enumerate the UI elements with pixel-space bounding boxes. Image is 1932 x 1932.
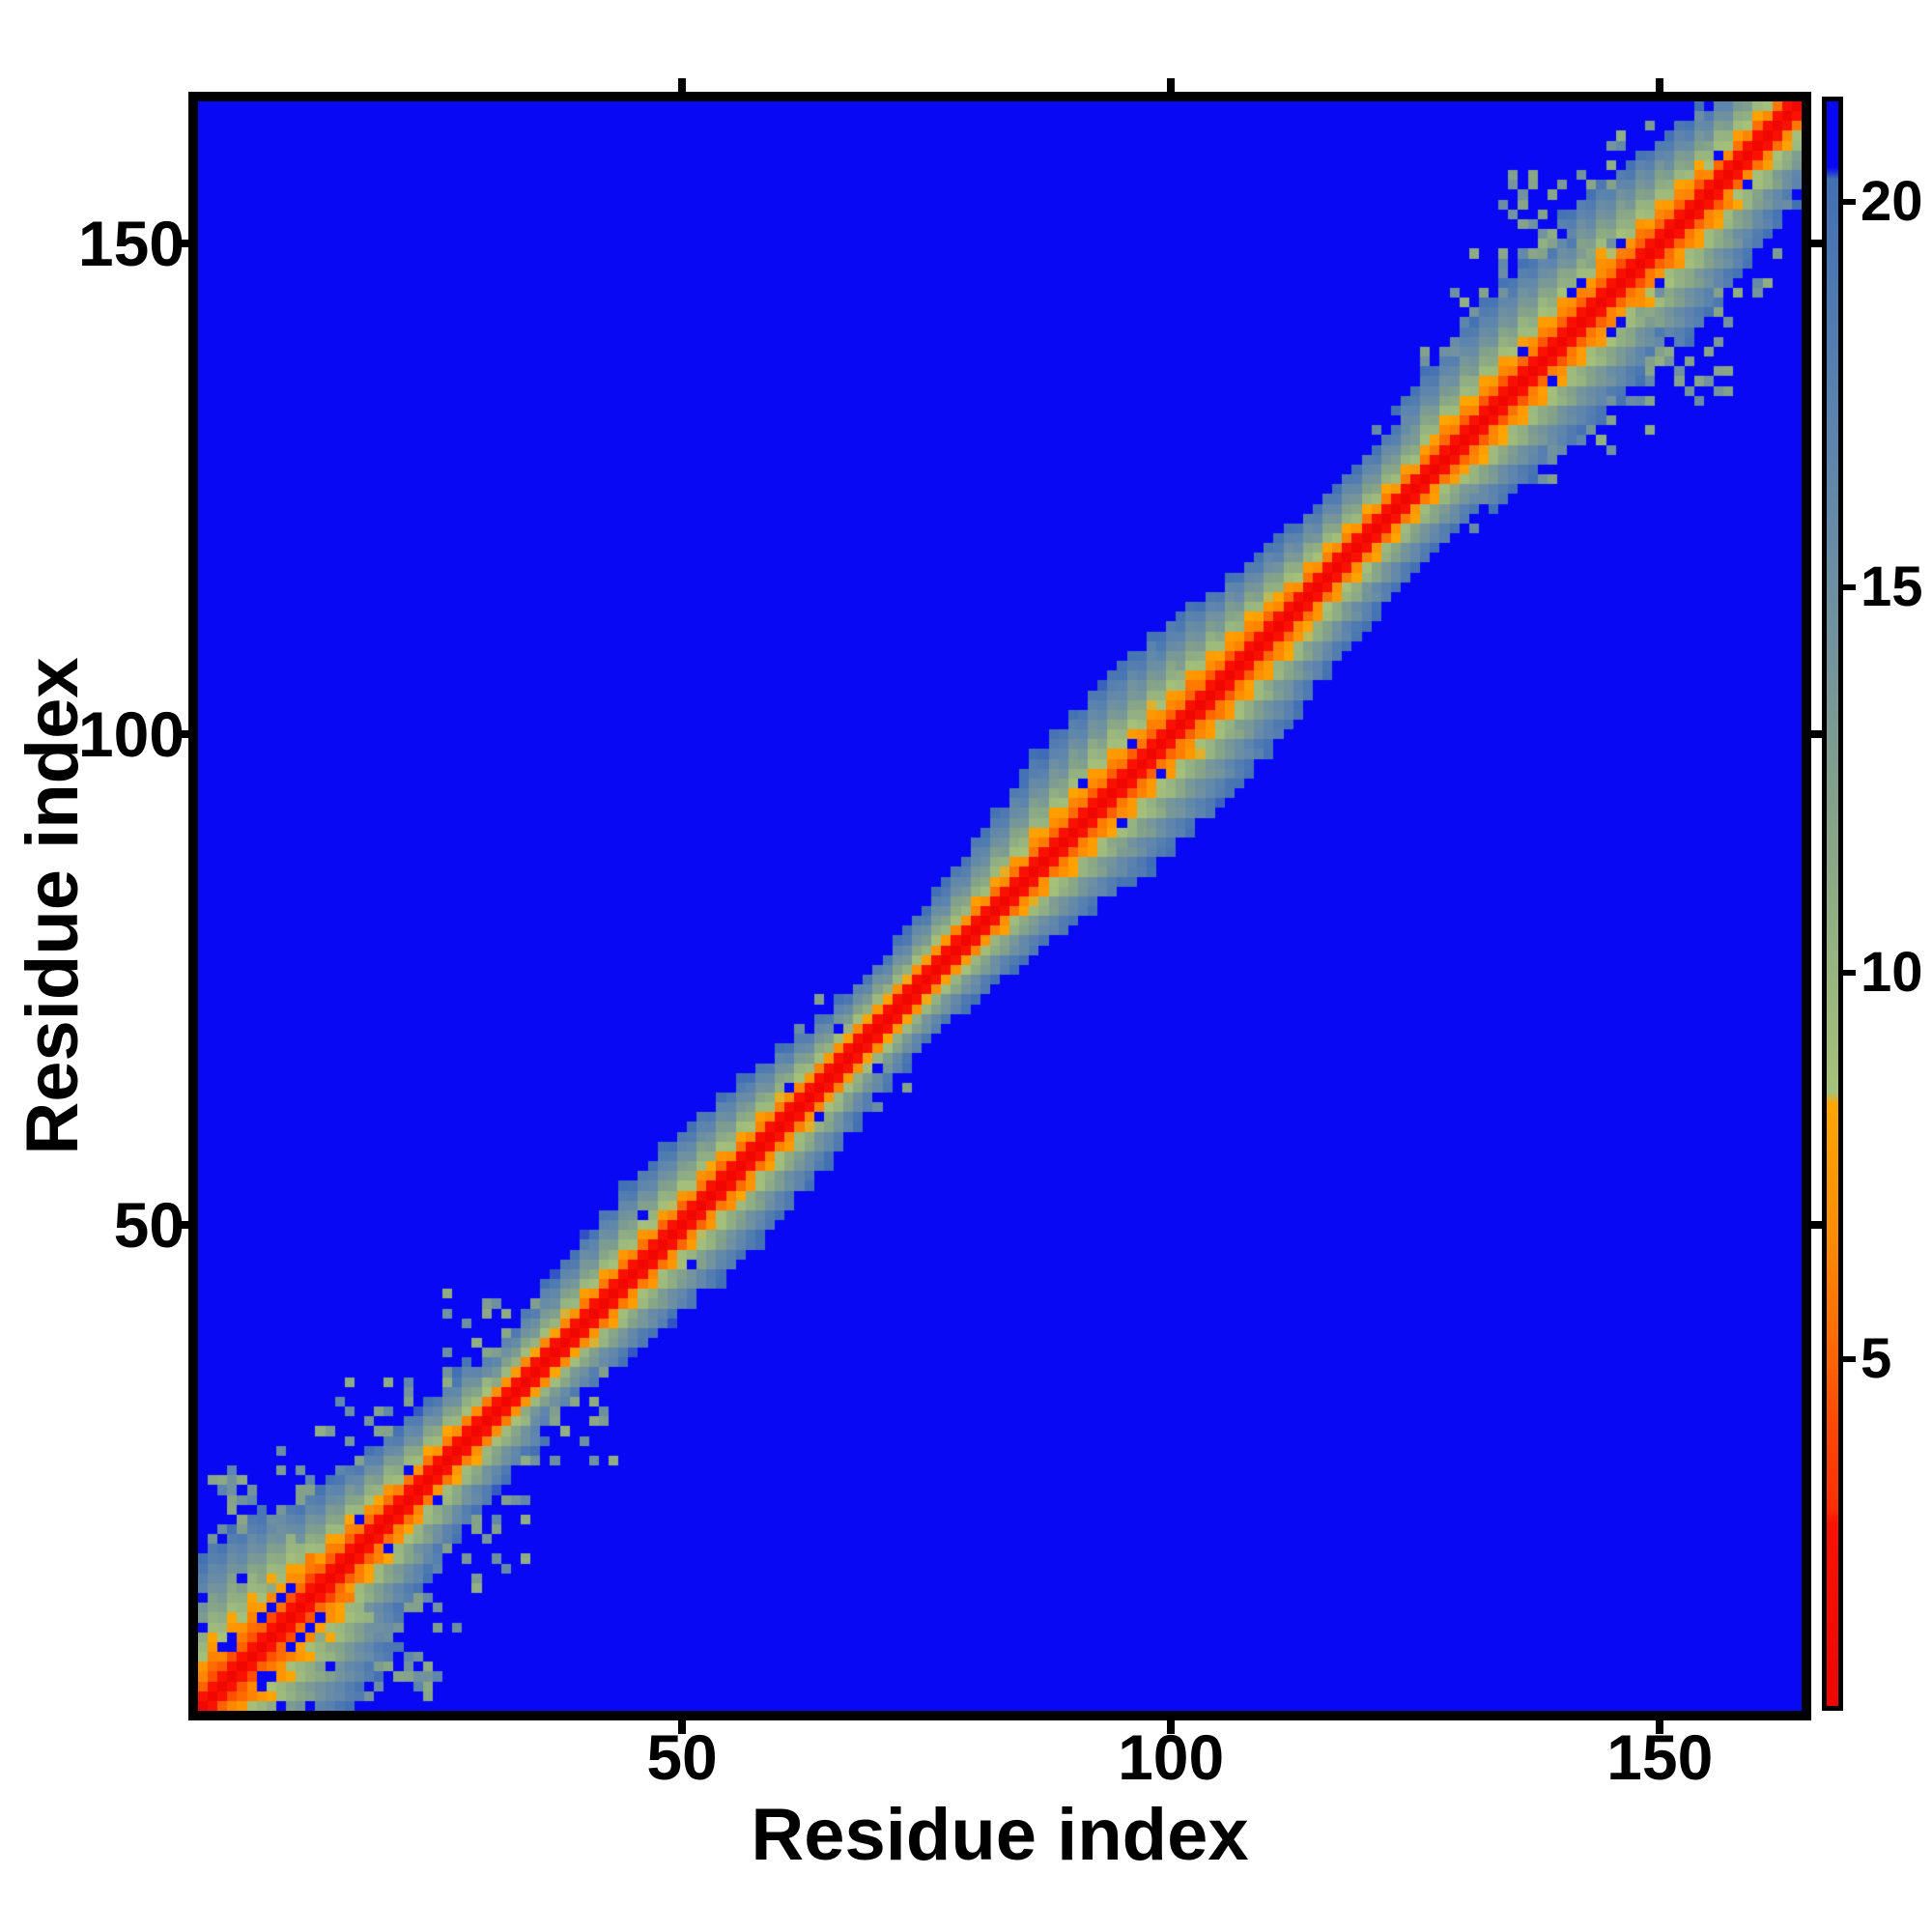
colorbar-gradient <box>1827 101 1838 1706</box>
y-axis-tick <box>175 240 188 248</box>
x-axis-tick <box>1656 1720 1664 1734</box>
colorbar-tick-label: 10 <box>1861 941 1923 1005</box>
y-axis-tick <box>175 730 188 739</box>
plot-frame <box>188 92 1811 1720</box>
x-axis-tick-label: 100 <box>1118 1721 1225 1793</box>
colorbar-tick <box>1843 198 1856 205</box>
colorbar-tick-label: 5 <box>1861 1326 1892 1390</box>
y-axis-tick <box>175 1221 188 1230</box>
x-axis-top-tick <box>1656 78 1664 92</box>
colorbar-tick <box>1843 970 1856 977</box>
x-axis-tick-label: 50 <box>646 1721 718 1793</box>
x-axis-top-tick <box>678 78 687 92</box>
y-axis-tick-label: 150 <box>77 208 185 280</box>
x-axis-tick-label: 150 <box>1606 1721 1714 1793</box>
x-axis-tick <box>678 1720 687 1734</box>
colorbar-tick <box>1843 1355 1856 1362</box>
x-axis-tick <box>1167 1720 1176 1734</box>
x-axis-title: Residue index <box>751 1794 1249 1876</box>
y-axis-tick-label: 50 <box>113 1189 185 1262</box>
colorbar-tick <box>1843 584 1856 591</box>
y-axis-right-tick <box>1811 730 1825 739</box>
y-axis-right-tick <box>1811 240 1825 248</box>
heatmap-canvas <box>198 101 1802 1711</box>
colorbar <box>1822 97 1843 1711</box>
x-axis-top-tick <box>1167 78 1176 92</box>
colorbar-tick-label: 15 <box>1861 555 1923 619</box>
y-axis-right-tick <box>1811 1221 1825 1230</box>
y-axis-tick-label: 100 <box>77 698 185 771</box>
colorbar-tick-label: 20 <box>1861 169 1923 233</box>
